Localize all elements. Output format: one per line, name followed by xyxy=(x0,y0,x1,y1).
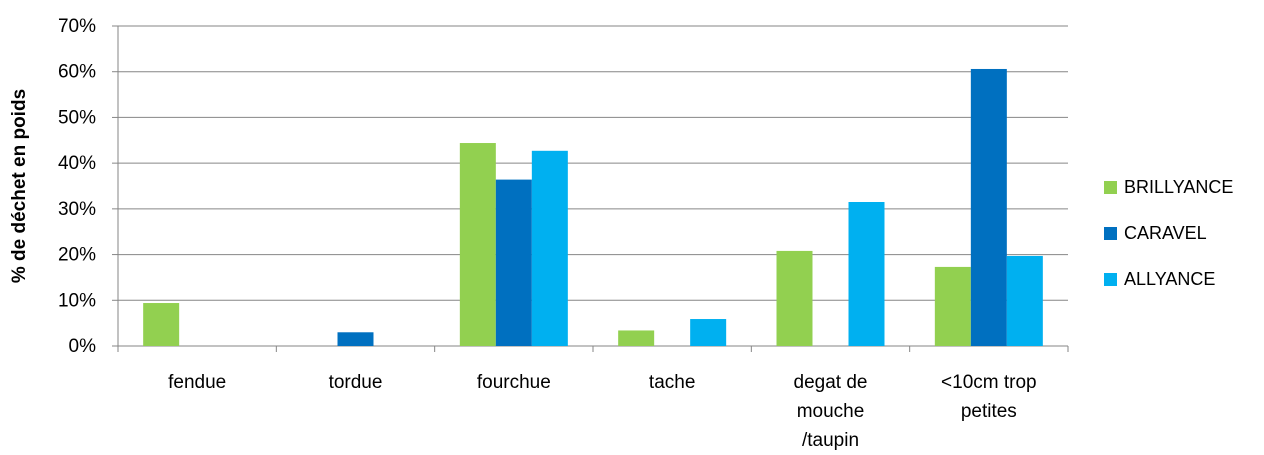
legend-label: ALLYANCE xyxy=(1124,269,1215,289)
legend-label: CARAVEL xyxy=(1124,223,1207,243)
bar-allyance xyxy=(531,150,568,346)
x-tick-label: degat de mouche/taupin xyxy=(794,372,868,451)
legend-label: BRILLYANCE xyxy=(1124,177,1233,197)
y-tick-label: 40% xyxy=(58,153,96,174)
legend-swatch-brillyance xyxy=(1104,181,1117,194)
x-tick-label: <10cm trop petites xyxy=(941,372,1037,422)
y-tick-label: 30% xyxy=(58,199,96,220)
bar-allyance xyxy=(690,319,727,346)
legend-swatch-allyance xyxy=(1104,273,1117,286)
x-tick-label: fendue xyxy=(168,372,226,393)
bar-allyance xyxy=(1006,255,1043,346)
bar-brillyance xyxy=(934,266,971,346)
y-tick-label: 0% xyxy=(69,336,97,357)
y-axis-title: % de déchet en poids xyxy=(9,89,30,283)
y-tick-label: 10% xyxy=(58,290,96,311)
x-tick-label: fourchue xyxy=(477,372,551,393)
bar-caravel xyxy=(337,332,374,346)
bar-allyance xyxy=(848,202,885,346)
y-tick-label: 70% xyxy=(58,16,96,37)
bar-caravel xyxy=(495,179,532,346)
bar-brillyance xyxy=(143,303,180,346)
x-tick-label: tache xyxy=(649,372,695,393)
legend-swatch-caravel xyxy=(1104,227,1117,240)
bar-brillyance xyxy=(618,330,655,346)
y-tick-label: 60% xyxy=(58,62,96,83)
bar-brillyance xyxy=(459,143,496,346)
y-tick-label: 50% xyxy=(58,107,96,128)
bar-brillyance xyxy=(776,250,813,346)
bar-caravel xyxy=(970,68,1007,346)
y-tick-label: 20% xyxy=(58,245,96,266)
x-tick-label: tordue xyxy=(329,372,383,393)
